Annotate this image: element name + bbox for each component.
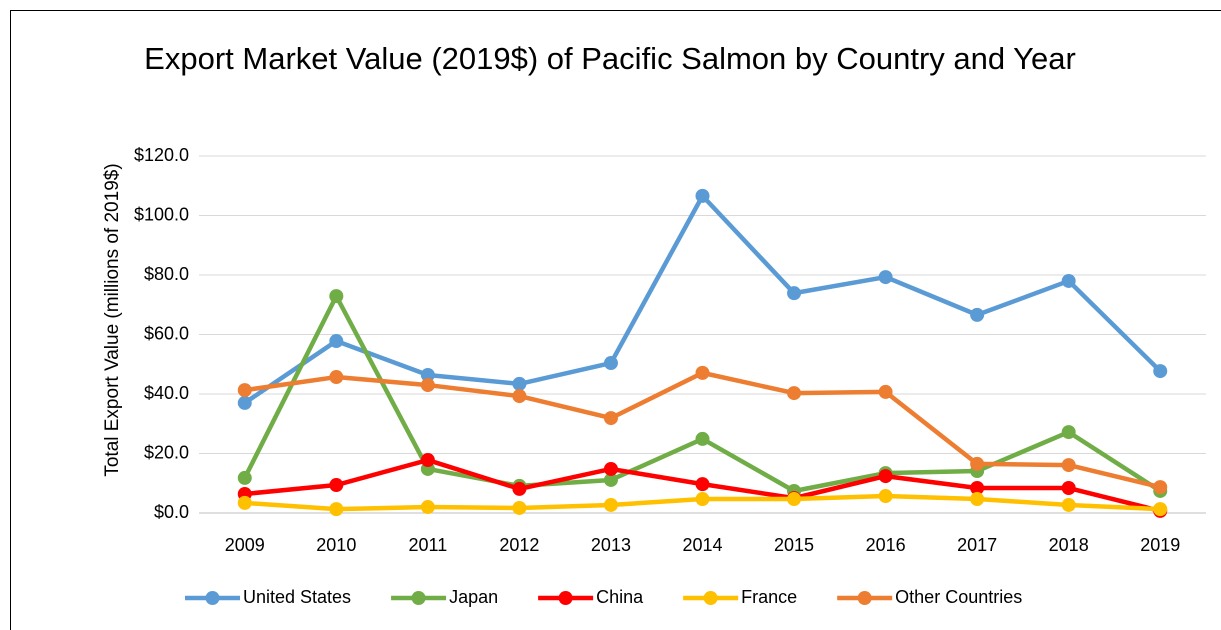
legend-label: Other Countries bbox=[895, 587, 1022, 607]
data-point bbox=[512, 376, 527, 391]
legend-label: United States bbox=[243, 587, 351, 607]
data-point bbox=[237, 395, 252, 410]
data-point bbox=[237, 470, 252, 485]
data-point bbox=[603, 356, 618, 371]
data-point bbox=[970, 492, 985, 507]
data-point bbox=[237, 383, 252, 398]
data-point bbox=[420, 378, 435, 393]
y-tick-label: $40.0 bbox=[144, 383, 189, 403]
data-point bbox=[420, 453, 435, 468]
data-point bbox=[1061, 273, 1076, 288]
x-tick-label: 2012 bbox=[499, 535, 539, 555]
data-point bbox=[695, 492, 710, 507]
legend-marker bbox=[411, 591, 426, 605]
data-point bbox=[1061, 497, 1076, 512]
legend-marker bbox=[205, 591, 220, 605]
data-point bbox=[1153, 502, 1168, 517]
data-point bbox=[970, 481, 985, 496]
x-tick-label: 2009 bbox=[225, 535, 265, 555]
data-point bbox=[329, 334, 344, 349]
data-point bbox=[970, 307, 985, 322]
legend-label: France bbox=[741, 587, 797, 607]
data-point bbox=[603, 472, 618, 487]
chart-title: Export Market Value (2019$) of Pacific S… bbox=[144, 41, 1076, 76]
data-point bbox=[878, 270, 893, 285]
y-tick-label: $80.0 bbox=[144, 264, 189, 284]
y-tick-label: $120.0 bbox=[134, 145, 189, 165]
y-tick-label: $100.0 bbox=[134, 204, 189, 224]
legend-marker bbox=[558, 591, 573, 605]
data-point bbox=[237, 495, 252, 510]
data-point bbox=[1061, 458, 1076, 473]
y-tick-label: $20.0 bbox=[144, 442, 189, 462]
legend-marker bbox=[857, 591, 872, 605]
data-point bbox=[695, 431, 710, 446]
x-tick-label: 2019 bbox=[1140, 535, 1180, 555]
data-point bbox=[787, 386, 802, 401]
data-point bbox=[603, 411, 618, 426]
data-point bbox=[329, 502, 344, 517]
x-tick-label: 2013 bbox=[591, 535, 631, 555]
y-tick-label: $60.0 bbox=[144, 323, 189, 343]
x-tick-label: 2010 bbox=[316, 535, 356, 555]
data-point bbox=[512, 389, 527, 404]
data-point bbox=[603, 461, 618, 476]
data-point bbox=[878, 489, 893, 504]
data-point bbox=[695, 365, 710, 380]
x-tick-label: 2014 bbox=[682, 535, 722, 555]
data-point bbox=[1061, 481, 1076, 496]
data-point bbox=[420, 500, 435, 515]
x-tick-label: 2017 bbox=[957, 535, 997, 555]
y-tick-label: $0.0 bbox=[154, 502, 189, 522]
data-point bbox=[329, 478, 344, 493]
data-point bbox=[695, 188, 710, 203]
legend-label: Japan bbox=[449, 587, 498, 607]
series-line bbox=[244, 370, 1161, 490]
data-point bbox=[329, 289, 344, 304]
data-point bbox=[1061, 425, 1076, 440]
data-point bbox=[1153, 364, 1168, 379]
x-tick-label: 2015 bbox=[774, 535, 814, 555]
data-point bbox=[878, 384, 893, 399]
data-point bbox=[878, 469, 893, 484]
data-point bbox=[420, 367, 435, 382]
x-tick-label: 2016 bbox=[866, 535, 906, 555]
data-point bbox=[512, 500, 527, 515]
data-point bbox=[512, 481, 527, 496]
data-point bbox=[787, 286, 802, 301]
data-point bbox=[695, 477, 710, 492]
data-point bbox=[1153, 480, 1168, 495]
data-point bbox=[603, 497, 618, 512]
x-tick-label: 2018 bbox=[1049, 535, 1089, 555]
chart-frame bbox=[10, 10, 1221, 630]
data-point bbox=[787, 492, 802, 507]
data-point bbox=[329, 370, 344, 385]
y-axis-label: Total Export Value (millions of 2019$) bbox=[102, 163, 123, 477]
legend-marker bbox=[703, 591, 718, 605]
x-tick-label: 2011 bbox=[409, 535, 448, 555]
legend-label: China bbox=[596, 587, 644, 607]
data-point bbox=[970, 456, 985, 471]
